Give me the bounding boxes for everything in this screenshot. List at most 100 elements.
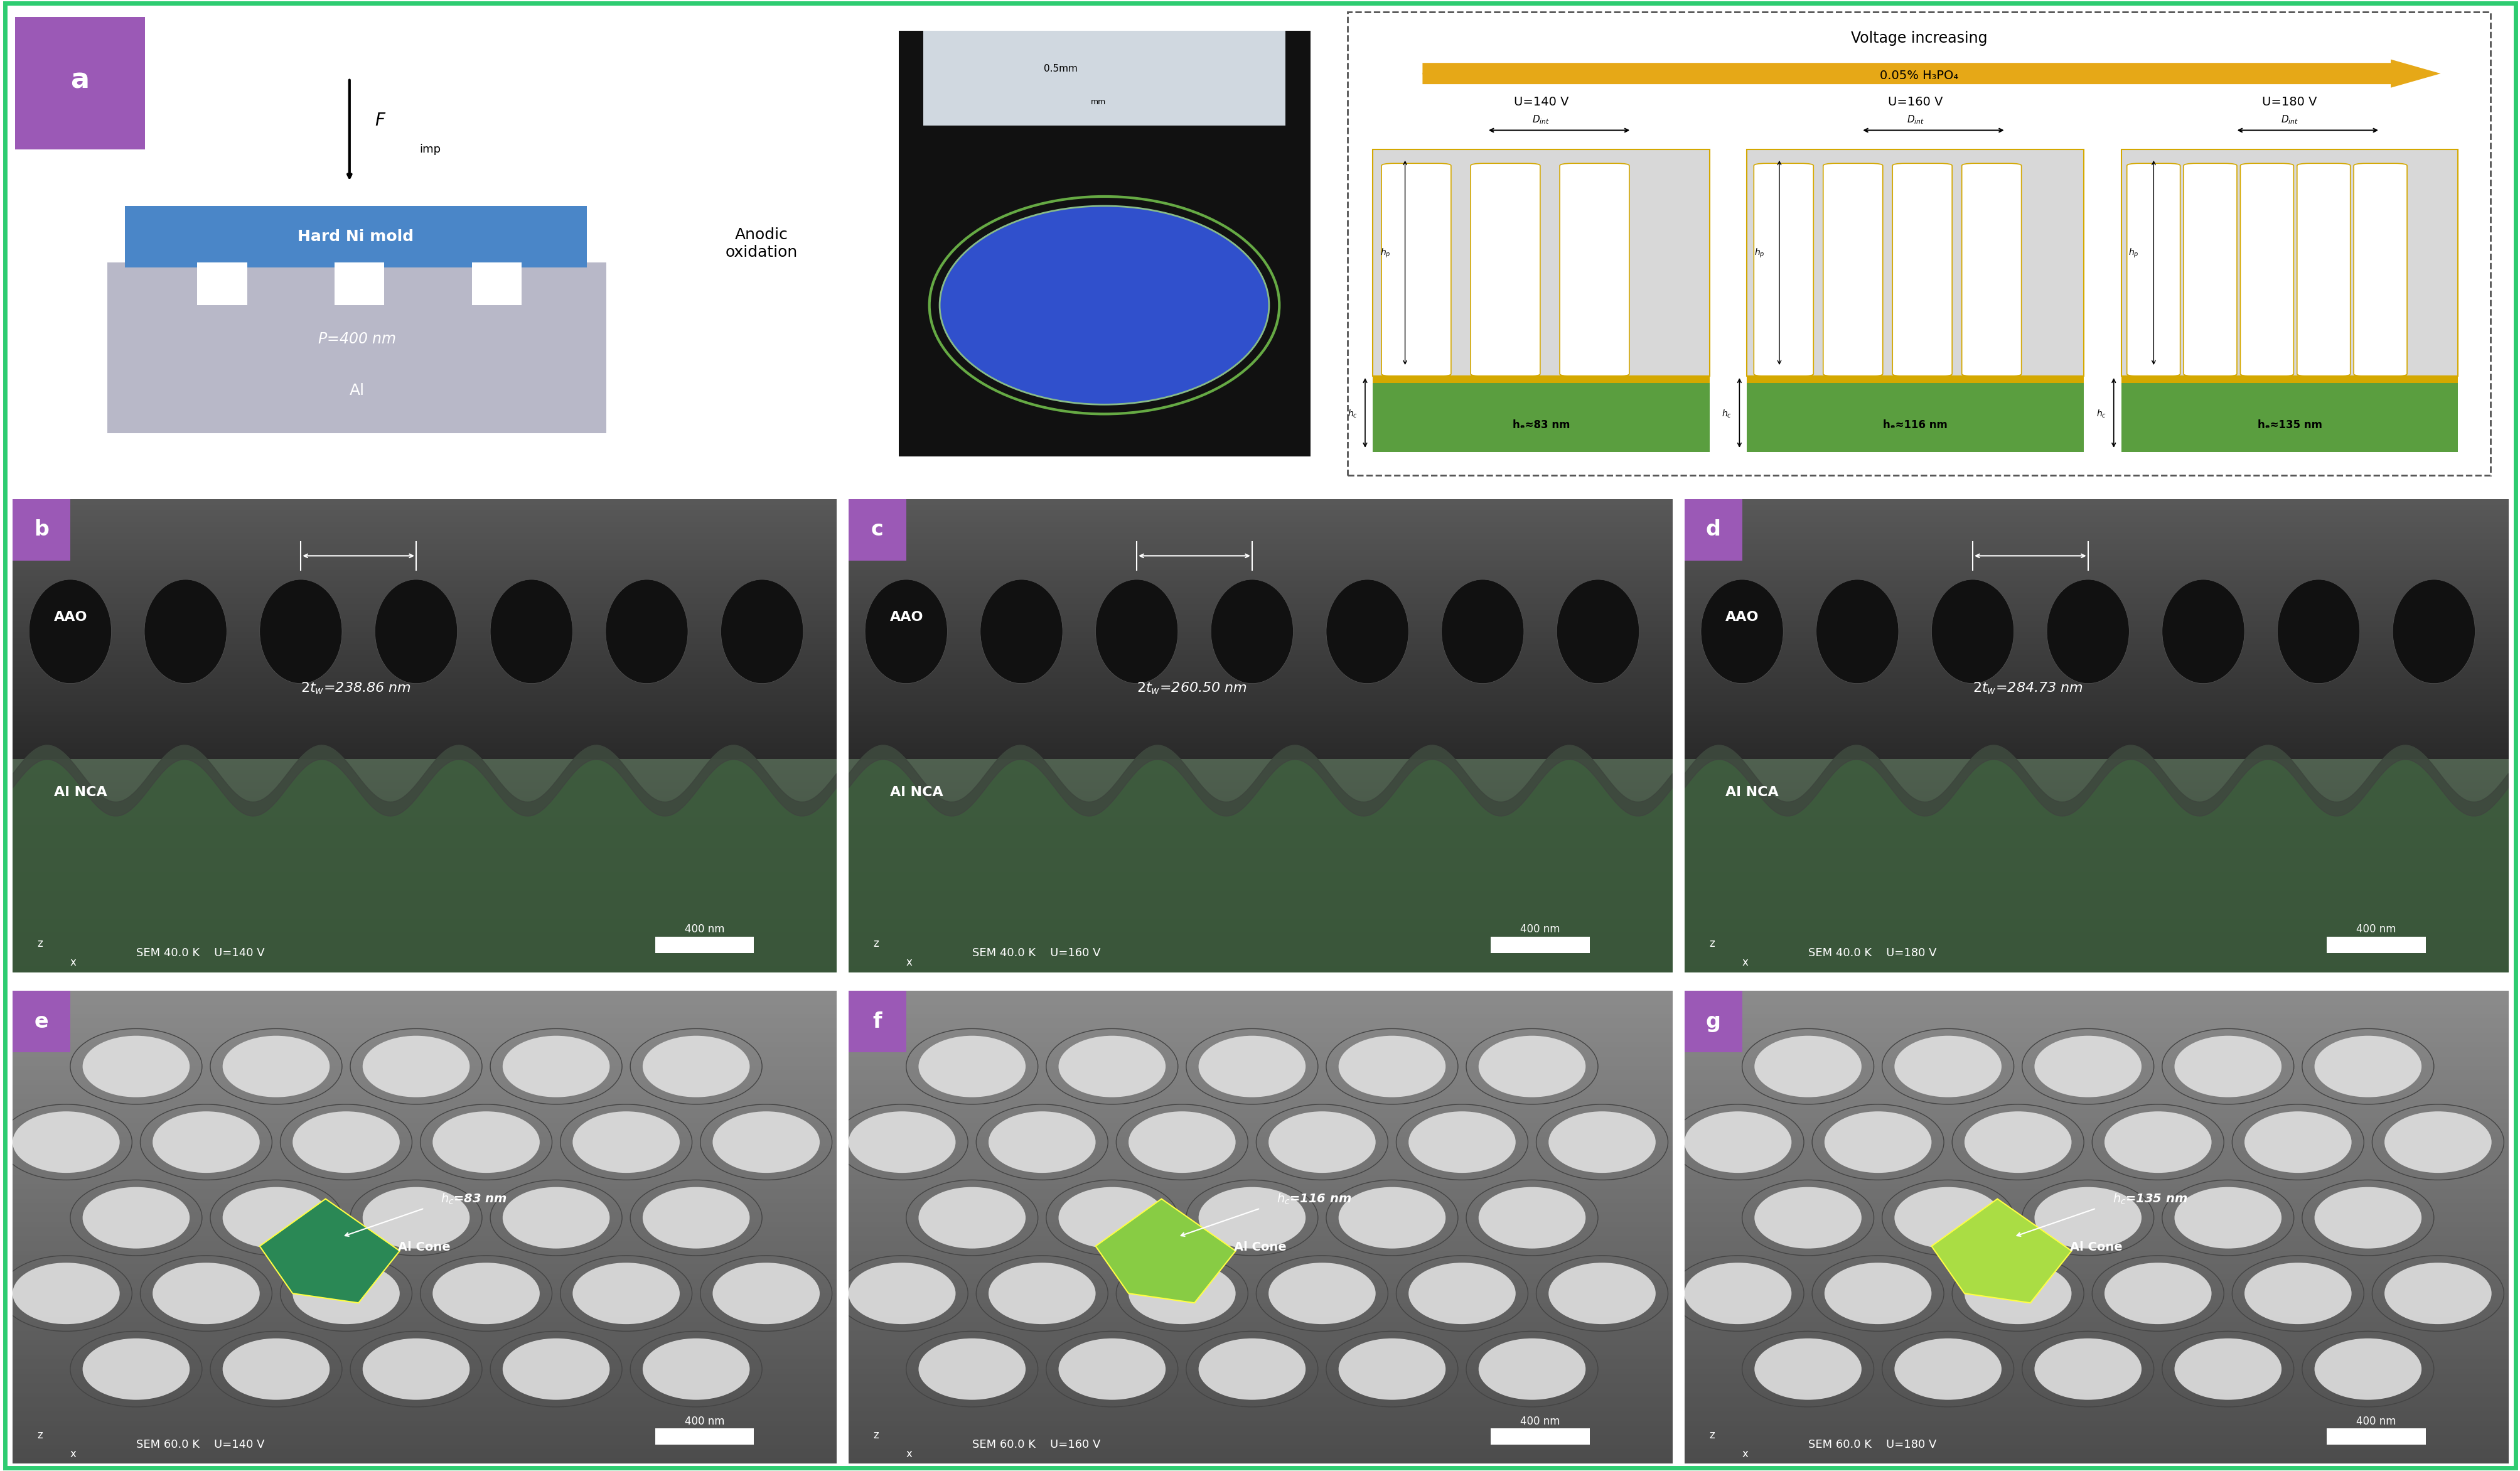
Ellipse shape (222, 1339, 330, 1400)
Ellipse shape (2034, 1036, 2142, 1097)
Ellipse shape (292, 1112, 401, 1172)
Ellipse shape (2034, 1187, 2142, 1249)
Text: 400 nm: 400 nm (685, 924, 723, 936)
Ellipse shape (260, 580, 343, 684)
Bar (1683, 499, 1741, 560)
Text: U=160 V: U=160 V (1887, 96, 1943, 107)
FancyBboxPatch shape (1822, 163, 1882, 377)
Ellipse shape (1754, 1187, 1862, 1249)
Text: Voltage increasing: Voltage increasing (1850, 31, 1986, 46)
Ellipse shape (363, 1187, 469, 1249)
FancyBboxPatch shape (2127, 163, 2180, 377)
Bar (1489, 937, 1590, 953)
Ellipse shape (501, 1187, 610, 1249)
FancyBboxPatch shape (1754, 163, 1812, 377)
Bar (108, 263, 607, 432)
Ellipse shape (154, 1112, 260, 1172)
FancyBboxPatch shape (1961, 163, 2021, 377)
Bar (1746, 149, 2084, 377)
Text: Al NCA: Al NCA (53, 786, 106, 799)
Bar (474, 268, 519, 306)
Text: U=180 V: U=180 V (2260, 96, 2316, 107)
Ellipse shape (363, 1339, 469, 1400)
Text: 0.5mm: 0.5mm (1043, 65, 1079, 74)
Ellipse shape (2313, 1339, 2422, 1400)
Text: $h_c$: $h_c$ (1348, 409, 1358, 419)
Ellipse shape (864, 580, 948, 684)
Ellipse shape (1701, 580, 1782, 684)
FancyBboxPatch shape (1381, 163, 1452, 377)
Text: $D_{int}$: $D_{int}$ (1905, 113, 1923, 125)
Bar (2326, 937, 2424, 953)
Text: imp: imp (418, 144, 441, 154)
Text: $h_c$=135 nm: $h_c$=135 nm (2112, 1192, 2187, 1206)
Ellipse shape (1197, 1339, 1305, 1400)
Text: 400 nm: 400 nm (2356, 924, 2397, 936)
Ellipse shape (375, 580, 456, 684)
Ellipse shape (917, 1036, 1026, 1097)
Bar (1489, 1428, 1590, 1445)
Ellipse shape (1058, 1036, 1164, 1097)
Ellipse shape (1683, 1262, 1792, 1324)
FancyBboxPatch shape (2354, 163, 2407, 377)
Ellipse shape (988, 1112, 1096, 1172)
Ellipse shape (1930, 580, 2013, 684)
Text: $P$=400 nm: $P$=400 nm (318, 332, 396, 347)
Ellipse shape (1895, 1036, 2001, 1097)
FancyBboxPatch shape (1893, 163, 1950, 377)
Ellipse shape (13, 1262, 118, 1324)
Ellipse shape (1754, 1036, 1862, 1097)
Ellipse shape (1326, 580, 1409, 684)
Bar (338, 268, 383, 306)
FancyBboxPatch shape (15, 16, 144, 149)
Bar (655, 1428, 753, 1445)
Text: hₑ≈135 nm: hₑ≈135 nm (2258, 419, 2321, 431)
Ellipse shape (13, 1112, 118, 1172)
Bar (1373, 149, 1709, 377)
Bar (1683, 991, 1741, 1052)
Bar (897, 31, 1310, 456)
Ellipse shape (433, 1262, 539, 1324)
Bar (197, 263, 247, 306)
Text: $2t_w$=238.86 nm: $2t_w$=238.86 nm (300, 681, 411, 696)
Ellipse shape (917, 1339, 1026, 1400)
Text: AAO: AAO (1726, 610, 1759, 624)
Text: Anodic
oxidation: Anodic oxidation (726, 228, 796, 260)
Ellipse shape (1479, 1339, 1585, 1400)
Text: x: x (907, 956, 912, 968)
Ellipse shape (1479, 1187, 1585, 1249)
Text: Al Cone: Al Cone (398, 1242, 451, 1253)
Ellipse shape (83, 1036, 189, 1097)
Text: hₑ≈116 nm: hₑ≈116 nm (1882, 419, 1948, 431)
Text: Al NCA: Al NCA (1726, 786, 1779, 799)
Bar (199, 268, 244, 306)
Ellipse shape (940, 206, 1268, 405)
Text: z: z (872, 1430, 879, 1442)
Bar (1746, 377, 2084, 452)
Ellipse shape (980, 580, 1063, 684)
Bar (13, 499, 71, 560)
Text: z: z (872, 938, 879, 949)
Bar (1373, 377, 1709, 384)
Bar (922, 31, 1285, 125)
Ellipse shape (1409, 1112, 1515, 1172)
Ellipse shape (501, 1036, 610, 1097)
Bar (13, 991, 71, 1052)
Ellipse shape (2162, 580, 2243, 684)
Text: mm: mm (1091, 99, 1106, 106)
FancyBboxPatch shape (1348, 12, 2490, 475)
Text: SEM 60.0 K    U=160 V: SEM 60.0 K U=160 V (973, 1439, 1101, 1450)
Text: $h_p$: $h_p$ (1378, 247, 1391, 259)
Ellipse shape (1557, 580, 1638, 684)
Ellipse shape (643, 1187, 748, 1249)
Text: f: f (872, 1011, 882, 1033)
Ellipse shape (1338, 1187, 1446, 1249)
Ellipse shape (1817, 580, 1898, 684)
Ellipse shape (363, 1036, 469, 1097)
Ellipse shape (1129, 1112, 1235, 1172)
Ellipse shape (1409, 1262, 1515, 1324)
Ellipse shape (2175, 1187, 2281, 1249)
Text: AAO: AAO (890, 610, 922, 624)
Ellipse shape (1058, 1187, 1164, 1249)
Text: $D_{int}$: $D_{int}$ (2281, 113, 2298, 125)
